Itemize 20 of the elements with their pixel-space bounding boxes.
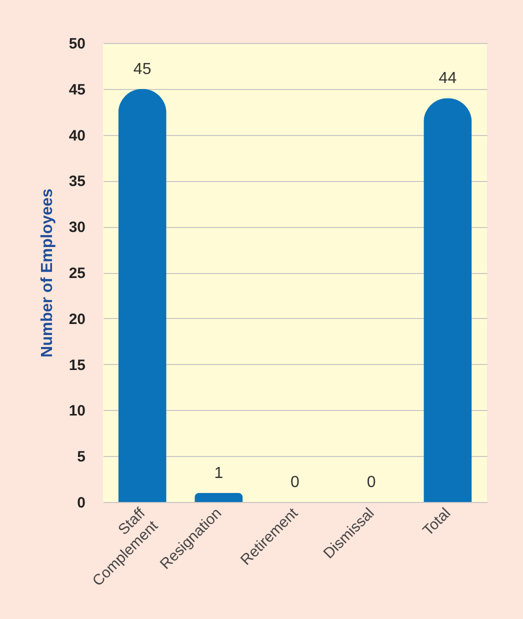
y-tick-label: 50 bbox=[68, 36, 86, 52]
data-label: 0 bbox=[290, 474, 300, 491]
data-label: 45 bbox=[133, 60, 152, 78]
y-tick-label: 35 bbox=[68, 173, 86, 190]
bar bbox=[424, 98, 472, 502]
y-tick-label: 5 bbox=[77, 448, 86, 466]
bar bbox=[118, 88, 166, 502]
y-tick-label: 10 bbox=[68, 402, 86, 420]
y-tick-label: 0 bbox=[77, 494, 86, 512]
y-tick-label: 15 bbox=[68, 356, 86, 374]
y-tick-label: 30 bbox=[68, 219, 86, 236]
y-tick-label: 40 bbox=[68, 127, 86, 144]
y-tick-label: 25 bbox=[68, 265, 86, 282]
bar bbox=[194, 492, 243, 502]
y-axis-title: Number of Employees bbox=[38, 188, 56, 358]
y-tick-label: 45 bbox=[68, 81, 86, 98]
data-label: 0 bbox=[366, 474, 376, 491]
data-label: 1 bbox=[214, 464, 224, 482]
data-label: 44 bbox=[438, 70, 457, 88]
y-tick-label: 20 bbox=[68, 310, 86, 328]
